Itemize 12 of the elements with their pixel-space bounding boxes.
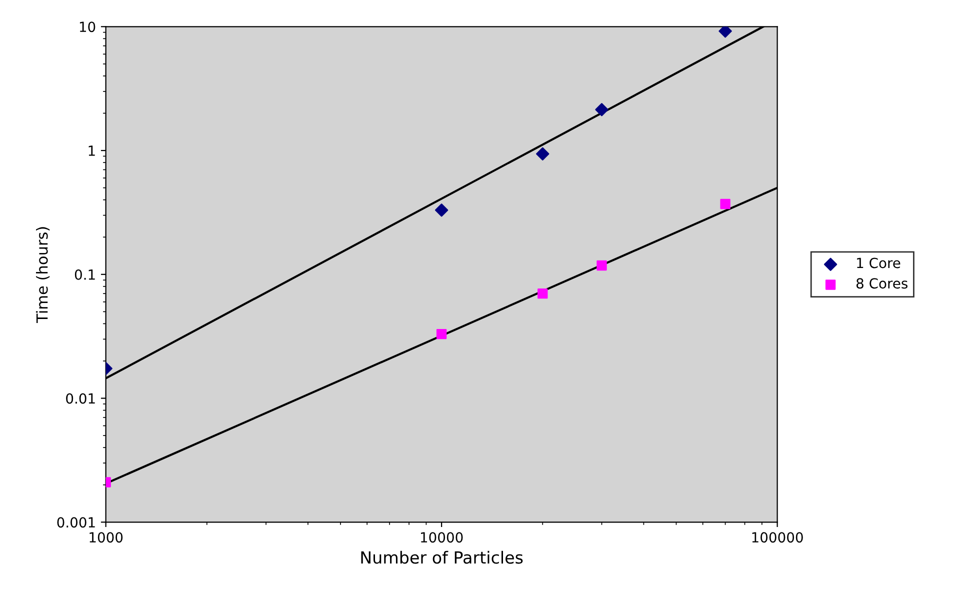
x-axis-title: Number of Particles	[361, 550, 523, 564]
y-axis-title: Time (hours)	[36, 227, 50, 323]
x-tick-label: 1000	[90, 532, 123, 543]
x-tick-label: 10000	[420, 532, 463, 543]
y-tick-label: 0.001	[57, 517, 95, 528]
x-tick-label: 100000	[752, 532, 803, 543]
y-tick-label: 1	[88, 146, 95, 156]
y-tick-label: 0.1	[74, 269, 95, 280]
legend-label: 8 Cores	[856, 278, 908, 289]
y-tick-label: 10	[80, 22, 96, 32]
legend-label: 1 Core	[857, 258, 900, 268]
y-tick-label: 0.01	[66, 393, 95, 404]
